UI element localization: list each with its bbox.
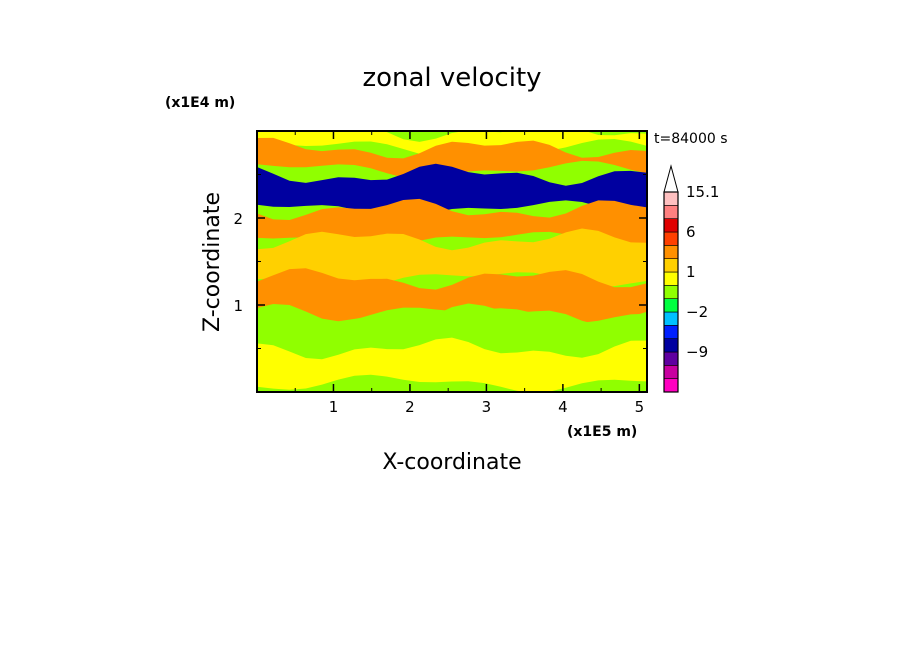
x-tick-label: 1	[329, 398, 339, 416]
chart-title: zonal velocity	[362, 63, 541, 93]
field-band	[257, 337, 647, 392]
colorbar-segment	[663, 298, 679, 313]
heatmap-field	[257, 131, 647, 392]
y-axis: 12	[233, 174, 647, 349]
colorbar-label: −9	[686, 343, 708, 361]
x-tick-label: 3	[482, 398, 492, 416]
time-label: t=84000 s	[654, 131, 728, 147]
colorbar-segment	[663, 205, 679, 219]
y-tick-label: 1	[233, 297, 243, 315]
x-unit-label: (x1E5 m)	[567, 424, 637, 440]
colorbar-label: 1	[686, 263, 696, 281]
field-band	[257, 303, 647, 358]
x-tick-label: 4	[558, 398, 568, 416]
colorbar-segment	[663, 365, 679, 379]
colorbar-segment	[663, 258, 679, 273]
x-tick-label: 5	[635, 398, 645, 416]
field-band	[257, 163, 647, 219]
y-unit-label: (x1E4 m)	[165, 95, 235, 111]
colorbar-extend-arrow	[663, 164, 679, 193]
colorbar: 15.1 6 1 −2 −9	[663, 164, 719, 393]
colorbar-segment	[663, 311, 679, 326]
colorbar-segment	[663, 271, 679, 286]
x-tick-label: 2	[405, 398, 415, 416]
colorbar-segment	[663, 351, 679, 366]
field-band	[257, 268, 647, 323]
x-axis: 1 2 3 4 5	[294, 131, 645, 416]
colorbar-segment	[663, 378, 679, 393]
field-band	[257, 198, 647, 250]
colorbar-segment	[663, 191, 679, 206]
colorbar-segment	[663, 325, 679, 339]
colorbar-label: 15.1	[686, 183, 719, 201]
colorbar-label: 6	[686, 223, 696, 241]
colorbar-segment	[663, 231, 679, 246]
y-axis-label: Z-coordinate	[200, 192, 225, 332]
colorbar-label: −2	[686, 303, 708, 321]
y-tick-label: 2	[233, 210, 243, 228]
colorbar-segment	[663, 338, 679, 353]
colorbar-segment	[663, 245, 679, 259]
colorbar-segment	[663, 218, 679, 233]
x-axis-label: X-coordinate	[382, 450, 521, 475]
colorbar-segment	[663, 285, 679, 299]
colorbar-frame	[663, 191, 679, 393]
field-band	[257, 137, 647, 180]
